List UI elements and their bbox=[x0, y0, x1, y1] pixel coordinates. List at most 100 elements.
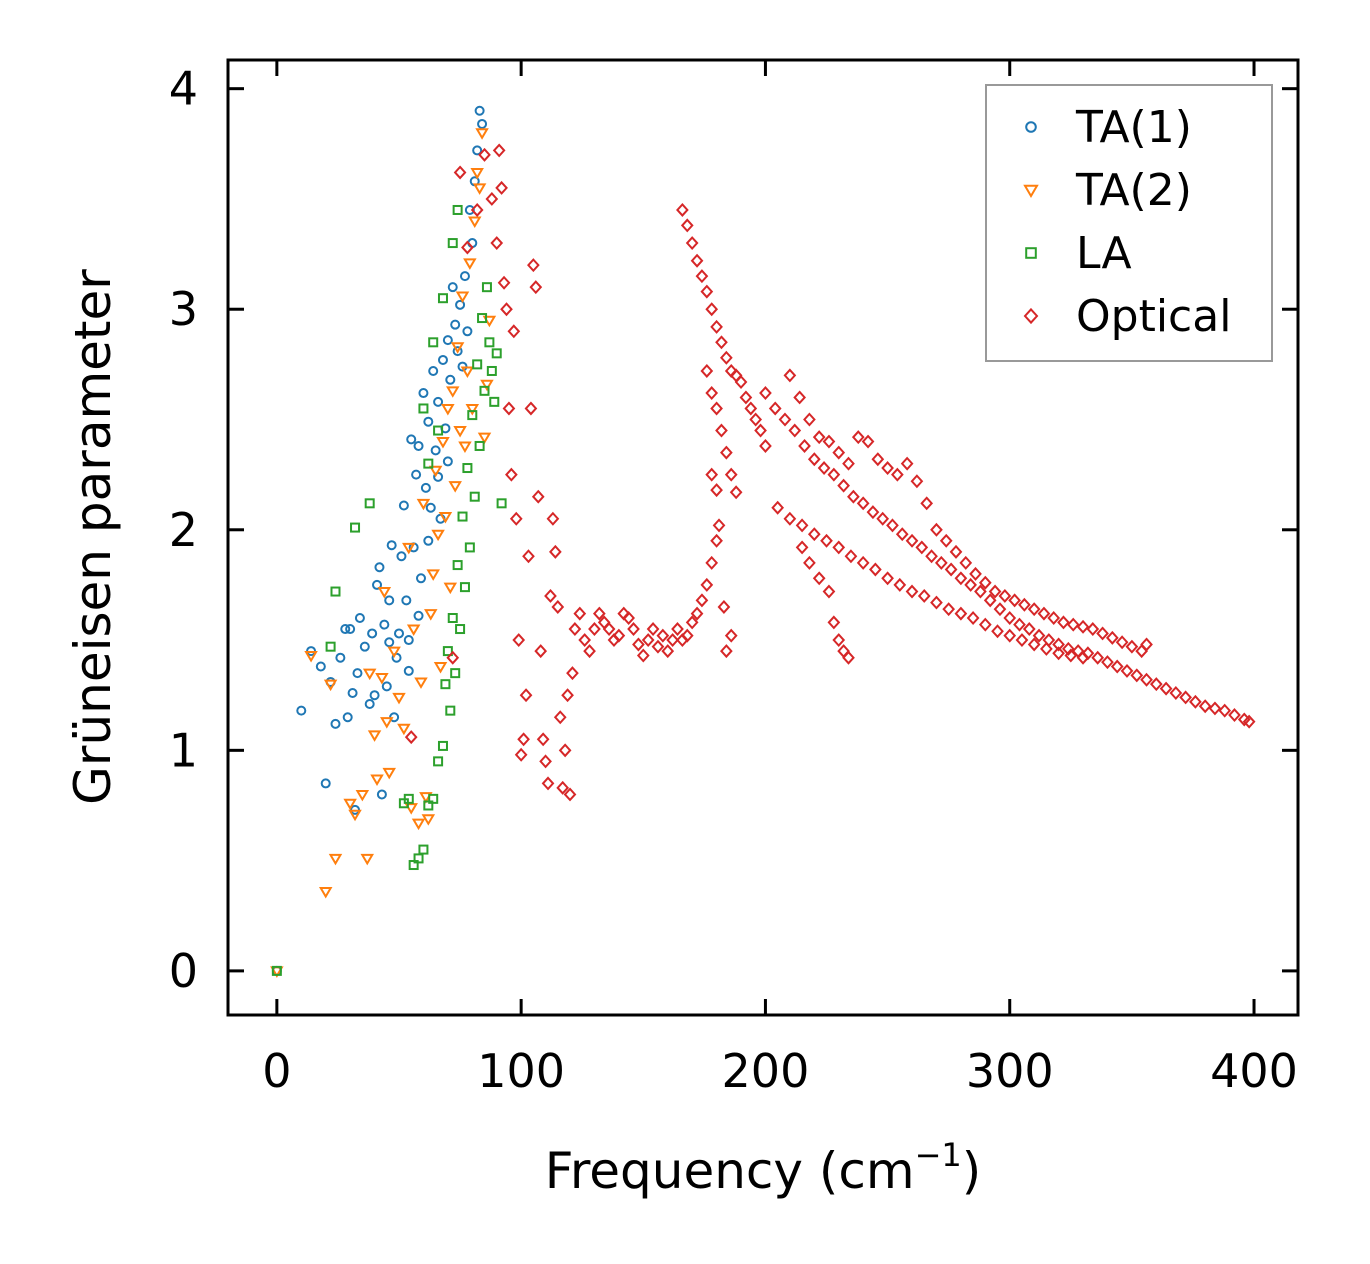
x-tick-label-300: 300 bbox=[966, 1044, 1054, 1098]
point-la-37 bbox=[437, 293, 448, 304]
point-optical-123 bbox=[983, 593, 997, 608]
point-optical-168 bbox=[949, 544, 963, 559]
point-optical-42 bbox=[583, 644, 596, 659]
point-optical-121 bbox=[964, 577, 977, 592]
point-ta1-67 bbox=[403, 635, 414, 646]
point-ta2-33 bbox=[438, 512, 453, 524]
point-ta2-1 bbox=[304, 650, 318, 663]
point-ta2-39 bbox=[453, 426, 467, 438]
point-ta1-61 bbox=[474, 105, 485, 116]
point-optical-101 bbox=[768, 401, 782, 416]
point-optical-90 bbox=[759, 438, 772, 453]
point-optical-210 bbox=[1027, 637, 1041, 652]
point-la-25 bbox=[467, 410, 478, 421]
point-ta1-11 bbox=[347, 687, 358, 698]
point-ta1-55 bbox=[459, 271, 470, 282]
point-optical-44 bbox=[592, 606, 606, 621]
point-optical-162 bbox=[891, 467, 904, 482]
point-ta2-22 bbox=[411, 818, 426, 831]
point-optical-63 bbox=[685, 615, 699, 630]
point-optical-115 bbox=[905, 533, 919, 548]
point-ta2-30 bbox=[431, 529, 445, 542]
point-ta1-23 bbox=[381, 681, 392, 692]
point-ta2-24 bbox=[416, 498, 431, 511]
point-optical-119 bbox=[944, 562, 958, 577]
point-optical-19 bbox=[519, 688, 533, 703]
point-ta1-39 bbox=[420, 482, 431, 493]
point-optical-82 bbox=[720, 350, 733, 365]
point-optical-20 bbox=[522, 549, 535, 564]
point-optical-30 bbox=[546, 511, 560, 526]
x-tick-label-200: 200 bbox=[722, 1044, 810, 1098]
point-optical-166 bbox=[930, 522, 943, 537]
point-optical-120 bbox=[954, 571, 968, 586]
point-la-34 bbox=[489, 396, 500, 407]
point-la-22 bbox=[459, 582, 470, 593]
point-ta2-3 bbox=[323, 679, 338, 692]
point-optical-35 bbox=[558, 743, 572, 758]
point-optical-130 bbox=[1052, 637, 1065, 652]
point-optical-178 bbox=[1047, 611, 1061, 625]
point-optical-7 bbox=[490, 236, 504, 251]
point-ta2-50 bbox=[480, 379, 494, 392]
legend-marker-optical bbox=[1023, 307, 1039, 325]
point-optical-205 bbox=[966, 611, 980, 625]
point-optical-204 bbox=[954, 606, 968, 621]
point-ta2-27 bbox=[424, 609, 438, 621]
x-axis-label: Frequency (cm−1) bbox=[545, 1136, 982, 1200]
point-optical-118 bbox=[934, 555, 948, 570]
point-optical-212 bbox=[1052, 646, 1065, 661]
point-ta2-16 bbox=[387, 646, 401, 659]
point-optical-220 bbox=[832, 633, 846, 648]
point-optical-2 bbox=[453, 165, 467, 180]
point-ta2-47 bbox=[472, 183, 487, 195]
point-ta1-57 bbox=[464, 204, 475, 215]
point-optical-106 bbox=[817, 461, 831, 476]
point-ta1-38 bbox=[418, 388, 429, 399]
point-optical-40 bbox=[573, 606, 587, 621]
point-ta1-41 bbox=[425, 502, 436, 513]
point-optical-131 bbox=[1062, 641, 1075, 656]
point-optical-58 bbox=[661, 644, 675, 659]
point-ta2-32 bbox=[436, 437, 450, 449]
point-optical-59 bbox=[666, 633, 679, 648]
legend-marker-ta2 bbox=[1023, 184, 1039, 198]
point-ta1-31 bbox=[401, 595, 412, 606]
point-optical-181 bbox=[1076, 619, 1090, 634]
point-optical-32 bbox=[551, 599, 565, 614]
point-la-42 bbox=[428, 337, 439, 348]
point-ta1-6 bbox=[330, 718, 341, 729]
point-optical-76 bbox=[690, 253, 704, 268]
point-optical-111 bbox=[866, 505, 880, 520]
point-la-43 bbox=[418, 403, 429, 414]
point-la-27 bbox=[472, 359, 483, 370]
point-ta2-40 bbox=[455, 291, 470, 303]
point-optical-79 bbox=[705, 302, 719, 317]
point-ta1-13 bbox=[352, 668, 363, 679]
point-optical-94 bbox=[715, 423, 728, 438]
point-ta1-40 bbox=[423, 416, 434, 427]
point-optical-10 bbox=[497, 275, 511, 290]
point-optical-188 bbox=[1140, 637, 1153, 652]
point-optical-39 bbox=[568, 622, 582, 637]
point-ta2-4 bbox=[328, 853, 343, 866]
y-tick-label-0: 0 bbox=[169, 944, 198, 998]
point-la-17 bbox=[447, 613, 458, 624]
point-optical-182 bbox=[1086, 622, 1100, 637]
point-optical-152 bbox=[793, 390, 806, 405]
point-ta1-50 bbox=[447, 282, 458, 293]
point-optical-213 bbox=[1064, 648, 1078, 663]
point-optical-196 bbox=[856, 555, 870, 570]
point-ta1-21 bbox=[376, 789, 387, 800]
point-optical-56 bbox=[651, 639, 665, 654]
point-optical-34 bbox=[556, 780, 570, 795]
point-optical-21 bbox=[524, 401, 538, 416]
point-optical-69 bbox=[712, 518, 726, 533]
point-ta2-45 bbox=[467, 216, 482, 228]
point-ta2-28 bbox=[426, 569, 440, 581]
point-optical-110 bbox=[856, 496, 870, 511]
point-ta1-36 bbox=[413, 440, 424, 451]
point-optical-154 bbox=[812, 430, 826, 445]
point-optical-207 bbox=[991, 624, 1004, 639]
